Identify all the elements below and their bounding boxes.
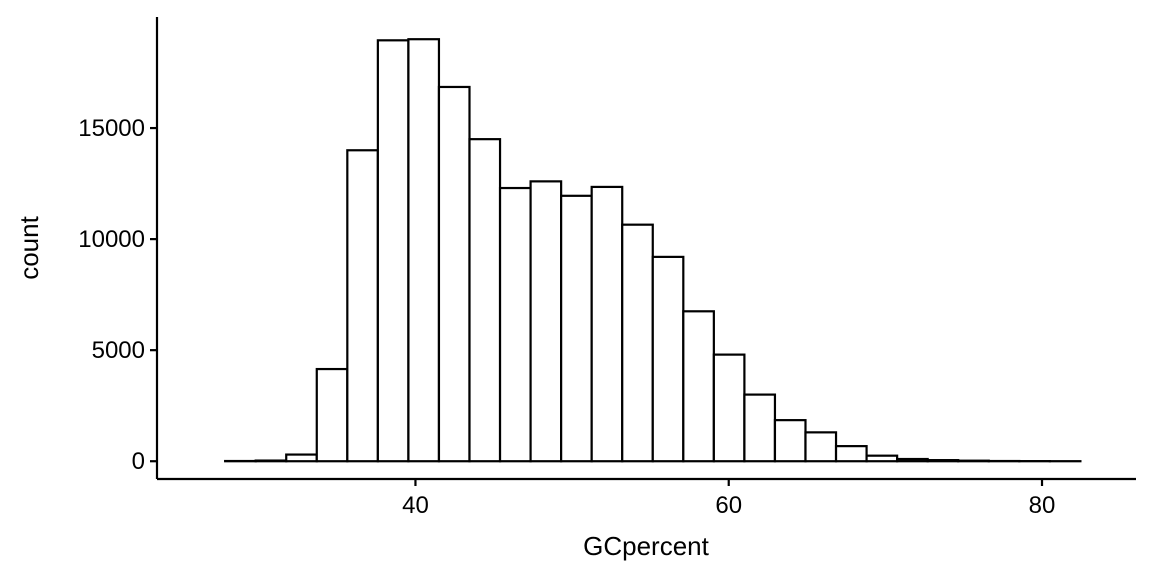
histogram-bar [773, 419, 807, 463]
histogram-bar [376, 39, 410, 463]
y-tick-label: 10000 [78, 226, 145, 253]
histogram-bar [529, 180, 563, 463]
histogram-bar [682, 310, 715, 463]
histogram-bar [621, 223, 654, 463]
x-tick-label: 80 [1029, 492, 1056, 519]
histogram-bar [834, 445, 868, 463]
histogram-bar [957, 459, 990, 463]
histogram-bar [315, 367, 349, 463]
x-axis-title: GCpercent [583, 531, 709, 561]
histogram-bar [590, 185, 624, 463]
histogram-bar [560, 194, 593, 463]
histogram-bar [285, 453, 318, 463]
histogram-bar [896, 457, 929, 463]
y-tick-label: 5000 [92, 337, 145, 364]
x-axis-ticks: 40 60 80 [402, 479, 1055, 519]
histogram-bar [407, 38, 441, 463]
y-tick-label: 0 [132, 448, 145, 475]
histogram-bar [468, 138, 502, 463]
y-tick-label: 15000 [78, 115, 145, 142]
histogram-bar [865, 454, 899, 463]
histogram-bar [437, 85, 471, 463]
histogram-bar [926, 459, 960, 463]
histogram-bar [651, 255, 685, 463]
y-axis-ticks: 0 5000 10000 15000 [78, 115, 157, 475]
histogram-bar [254, 459, 288, 463]
histogram-bar [804, 431, 838, 463]
histogram-bar [743, 393, 777, 463]
histogram-bars [224, 38, 1082, 463]
x-tick-label: 40 [402, 492, 429, 519]
histogram-bar [498, 186, 532, 463]
histogram-bar [712, 353, 746, 463]
histogram-bar [346, 149, 379, 463]
x-tick-label: 60 [715, 492, 742, 519]
y-axis-title: count [14, 215, 44, 279]
